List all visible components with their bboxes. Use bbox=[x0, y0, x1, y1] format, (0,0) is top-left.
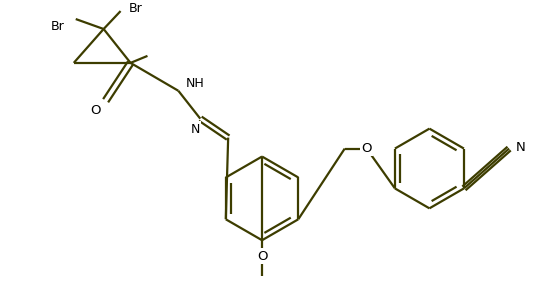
Text: NH: NH bbox=[186, 77, 204, 90]
Text: N: N bbox=[516, 141, 526, 154]
Text: O: O bbox=[91, 104, 101, 117]
Text: O: O bbox=[257, 250, 267, 263]
Text: Br: Br bbox=[128, 2, 142, 14]
Text: O: O bbox=[361, 142, 372, 155]
Text: Br: Br bbox=[51, 20, 65, 33]
Text: N: N bbox=[191, 123, 200, 136]
